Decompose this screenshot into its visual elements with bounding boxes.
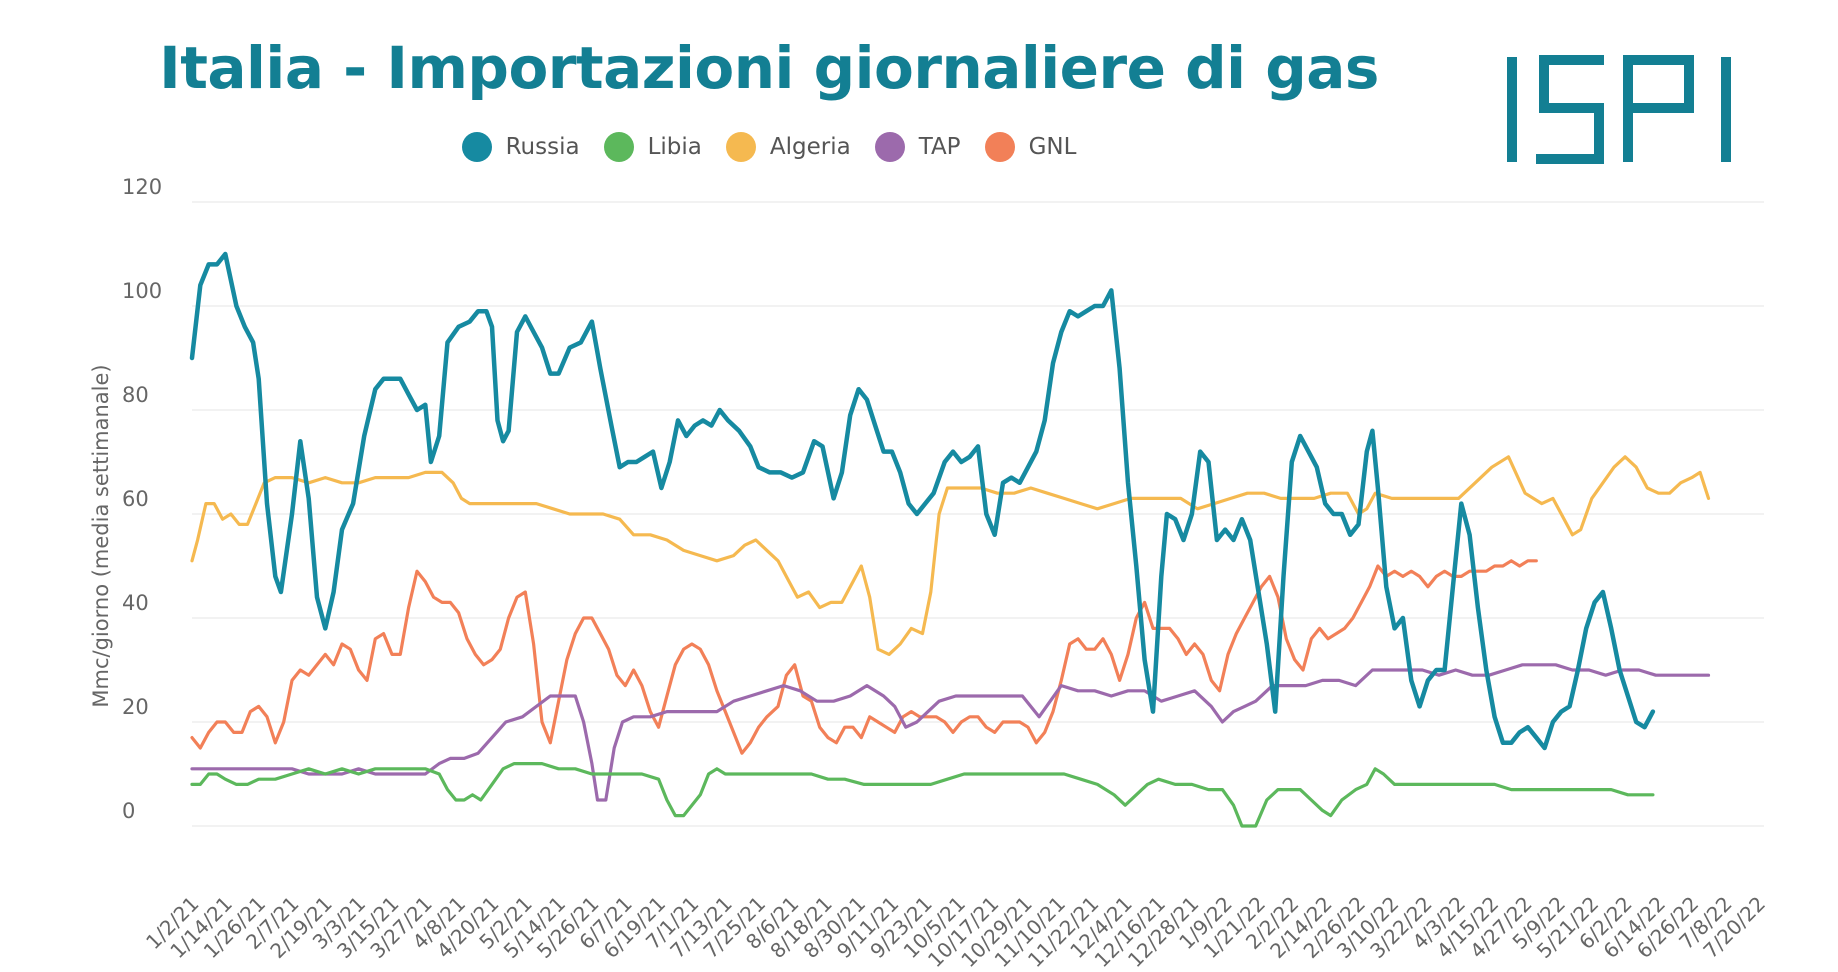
y-tick-label: 20 <box>122 695 149 719</box>
legend-label: TAP <box>918 134 961 160</box>
y-tick-label: 100 <box>122 279 162 303</box>
y-axis-label: Mmc/giorno (media settimanale) <box>89 364 113 707</box>
series-line-algeria <box>190 455 1711 656</box>
y-tick-label: 80 <box>122 383 149 407</box>
legend-label: Algeria <box>769 134 851 160</box>
ispi-logo <box>1496 52 1746 171</box>
legend-dot-icon <box>603 132 634 162</box>
legend-dot-icon <box>461 132 492 162</box>
series-line-russia <box>189 251 1656 751</box>
legend-item-algeria[interactable]: Algeria <box>725 132 851 162</box>
legend-label: GNL <box>1028 134 1077 160</box>
legend: Russia Libia Algeria TAP GNL <box>0 132 1838 166</box>
legend-item-libia[interactable]: Libia <box>603 132 702 162</box>
y-tick-label: 0 <box>122 799 135 823</box>
legend-item-russia[interactable]: Russia <box>461 132 580 162</box>
y-tick-label: 60 <box>122 487 149 511</box>
chart-title-text: Italia - Importazioni giornaliere di gas <box>159 34 1379 102</box>
series-line-tap <box>190 663 1711 802</box>
y-tick-label: 120 <box>122 175 162 199</box>
series-line-gnl <box>190 559 1538 755</box>
legend-dot-icon <box>984 132 1015 162</box>
series-line-libia <box>190 762 1655 828</box>
legend-label: Russia <box>505 134 580 160</box>
y-tick-label: 40 <box>122 591 149 615</box>
ispi-logo-icon <box>1507 55 1731 164</box>
legend-item-gnl[interactable]: GNL <box>984 132 1077 162</box>
legend-dot-icon <box>725 132 756 162</box>
chart-title: Italia - Importazioni giornaliere di gas <box>0 34 1838 102</box>
legend-item-tap[interactable]: TAP <box>874 132 961 162</box>
legend-items: Russia Libia Algeria TAP GNL <box>450 132 1089 166</box>
legend-dot-icon <box>874 132 905 162</box>
legend-label: Libia <box>647 134 702 160</box>
